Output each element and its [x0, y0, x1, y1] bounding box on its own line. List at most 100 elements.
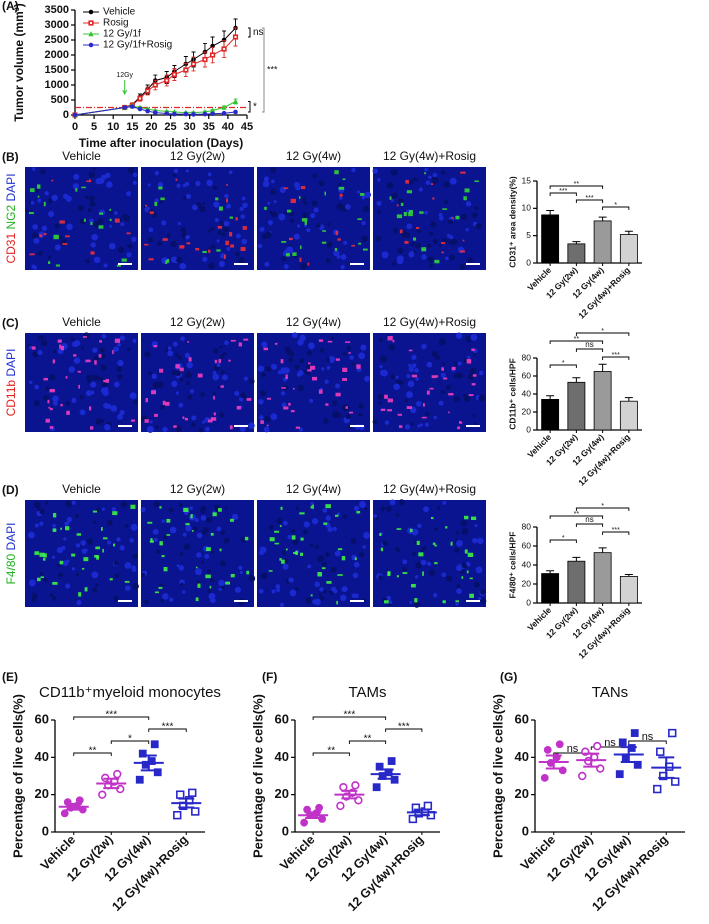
nucleus [478, 394, 486, 402]
nucleus [466, 355, 471, 360]
nucleus [39, 508, 45, 515]
error-bar [546, 395, 555, 400]
point [152, 110, 158, 115]
stain-signal [334, 248, 338, 251]
nucleus [185, 371, 192, 379]
y-tick-label: 1500 [45, 64, 69, 76]
stain-signal [225, 581, 230, 585]
stain-signal [48, 406, 51, 409]
nucleus [89, 201, 96, 207]
nucleus [198, 427, 204, 433]
nucleus [440, 170, 446, 176]
stain-signal [57, 339, 62, 343]
nucleus [470, 367, 477, 374]
significance-label: *** [344, 710, 356, 721]
nucleus [318, 180, 325, 187]
stain-signal [228, 359, 231, 362]
nucleus [202, 256, 208, 262]
nucleus [106, 519, 113, 526]
stain-signal [175, 178, 178, 181]
stain-signal [349, 411, 354, 414]
nucleus [336, 202, 344, 210]
nucleus [270, 363, 277, 370]
nucleus [321, 561, 327, 567]
stain-signal [144, 243, 149, 246]
nucleus [295, 185, 301, 191]
nucleus [302, 212, 309, 219]
y-tick-label: 60 [515, 711, 529, 726]
stain-signal [209, 585, 212, 589]
nucleus [25, 208, 29, 213]
stain-signal [230, 244, 235, 248]
stain-signal [307, 362, 311, 365]
nucleus [422, 343, 427, 348]
stain-signal [281, 387, 286, 389]
stain-signal [387, 336, 393, 341]
nucleus [297, 339, 304, 346]
nucleus [424, 422, 429, 427]
bar [567, 560, 586, 604]
stain-signal [244, 536, 249, 541]
nucleus [160, 405, 165, 410]
nucleus [406, 223, 413, 230]
stain-signal [89, 179, 91, 183]
stain-signal [210, 532, 214, 536]
nucleus [330, 336, 334, 340]
nucleus [154, 198, 160, 203]
stain-signal [90, 426, 94, 430]
stain-signal [214, 359, 217, 364]
nucleus [397, 198, 404, 205]
point [138, 749, 147, 758]
nucleus [446, 385, 452, 391]
stain-signal [96, 555, 100, 560]
nucleus [204, 553, 210, 559]
nucleus [294, 587, 299, 591]
nucleus [378, 575, 383, 581]
nucleus [85, 390, 92, 397]
point [336, 801, 345, 811]
stain-signal [213, 412, 216, 416]
nucleus [101, 507, 105, 511]
bar [593, 220, 612, 264]
nucleus [443, 199, 449, 205]
nucleus [126, 191, 132, 197]
nucleus [156, 549, 161, 554]
nucleus [49, 593, 54, 597]
point [630, 729, 639, 737]
nucleus [357, 412, 363, 417]
nucleus [268, 524, 274, 530]
point [176, 790, 185, 799]
stain-signal [126, 232, 131, 235]
stain-signal [280, 506, 283, 510]
nucleus [306, 350, 313, 356]
nucleus [395, 375, 399, 379]
nucleus [184, 352, 191, 359]
nucleus [426, 243, 432, 249]
stain-signal [299, 512, 305, 515]
x-tick-label: 35 [203, 121, 215, 133]
nucleus [442, 500, 447, 505]
stain-signal [246, 570, 250, 575]
nucleus [474, 523, 478, 528]
stain-signal [31, 346, 36, 350]
nucleus [263, 426, 270, 433]
nucleus [390, 374, 396, 380]
stain-signal [243, 338, 249, 341]
nucleus [334, 550, 341, 557]
nucleus [59, 235, 63, 240]
nucleus [212, 347, 219, 354]
stain-signal [274, 342, 278, 345]
stain-signal [59, 344, 62, 349]
stain-signal [52, 513, 57, 518]
stain-signal [191, 530, 194, 532]
nucleus [53, 349, 57, 354]
nucleus [271, 179, 275, 184]
nucleus [147, 236, 154, 243]
stain-signal [59, 560, 64, 565]
nucleus [47, 255, 51, 259]
nucleus [382, 540, 388, 546]
nucleus [65, 401, 71, 406]
nucleus [178, 402, 184, 408]
x-tick-label: 25 [164, 121, 176, 133]
stain-signal [285, 253, 290, 257]
